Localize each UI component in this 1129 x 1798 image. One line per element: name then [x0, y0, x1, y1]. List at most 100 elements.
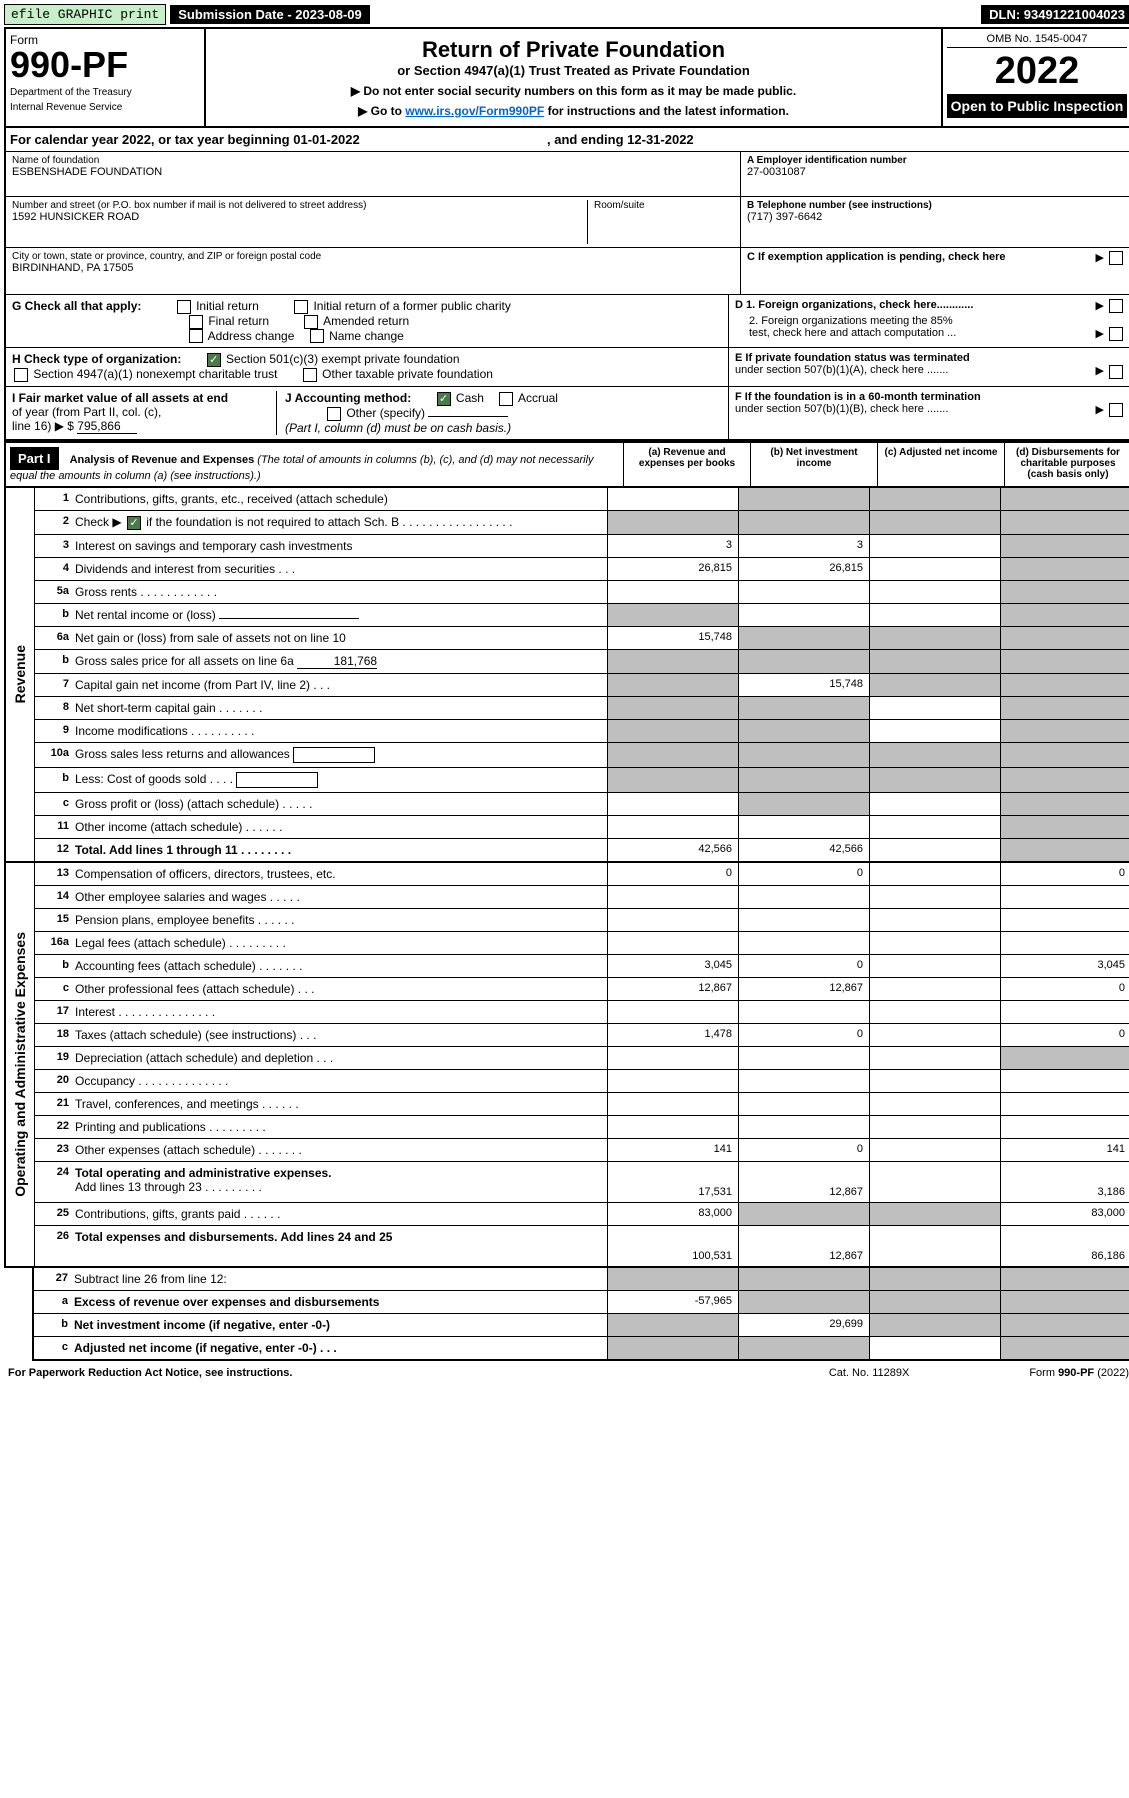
row-desc: Income modifications . . . . . . . . . . — [71, 720, 607, 742]
row-desc: Pension plans, employee benefits . . . .… — [71, 909, 607, 931]
e-checkbox[interactable] — [1109, 365, 1123, 379]
dln: DLN: 93491221004023 — [981, 5, 1129, 24]
row-desc: Adjusted net income (if negative, enter … — [70, 1337, 607, 1359]
schb-checkbox[interactable] — [127, 516, 141, 530]
row-desc: Interest on savings and temporary cash i… — [71, 535, 607, 557]
row-2: 2Check ▶ if the foundation is not requir… — [35, 511, 1129, 535]
info-block: Name of foundation ESBENSHADE FOUNDATION… — [4, 152, 1129, 295]
address-label: Number and street (or P.O. box number if… — [12, 200, 587, 211]
exemption-checkbox[interactable] — [1109, 251, 1123, 265]
tax-year: 2022 — [947, 52, 1127, 90]
d1-checkbox[interactable] — [1109, 299, 1123, 313]
row-7: 7Capital gain net income (from Part IV, … — [35, 674, 1129, 697]
h-4947-cb[interactable] — [14, 368, 28, 382]
row-desc: Interest . . . . . . . . . . . . . . . — [71, 1001, 607, 1023]
row-num: 15 — [35, 909, 71, 931]
cal-pre: For calendar year 2022, or tax year begi… — [10, 132, 293, 147]
row-desc: Legal fees (attach schedule) . . . . . .… — [71, 932, 607, 954]
row-num: 5a — [35, 581, 71, 603]
row-16c: cOther professional fees (attach schedul… — [35, 978, 1129, 1001]
row-num: b — [35, 650, 71, 673]
expenses-sidelabel: Operating and Administrative Expenses — [12, 932, 28, 1197]
row-19: 19Depreciation (attach schedule) and dep… — [35, 1047, 1129, 1070]
form-title: Return of Private Foundation — [214, 37, 933, 63]
row-27: 27Subtract line 26 from line 12: — [34, 1268, 1129, 1291]
j-accrual-cb[interactable] — [499, 392, 513, 406]
h-501c3: Section 501(c)(3) exempt private foundat… — [226, 352, 459, 366]
h-501c3-cb[interactable] — [207, 353, 221, 367]
row-num: 1 — [35, 488, 71, 510]
row-desc: Gross sales less returns and allowances — [71, 743, 607, 767]
foundation-name-label: Name of foundation — [12, 155, 734, 166]
row-num: a — [34, 1291, 70, 1313]
address: 1592 HUNSICKER ROAD — [12, 211, 587, 223]
cell: 29,699 — [738, 1314, 869, 1336]
g-address-change: Address change — [208, 329, 295, 343]
cal-begin: 01-01-2022 — [293, 132, 360, 147]
cell: 12,867 — [738, 978, 869, 1000]
g-address-change-cb[interactable] — [189, 329, 203, 343]
g-name-change-cb[interactable] — [310, 329, 324, 343]
row-16b: bAccounting fees (attach schedule) . . .… — [35, 955, 1129, 978]
row-desc: Contributions, gifts, grants paid . . . … — [71, 1203, 607, 1225]
row-num: 11 — [35, 816, 71, 838]
d2-checkbox[interactable] — [1109, 327, 1123, 341]
cell: 12,867 — [738, 1226, 869, 1266]
row-desc: Other employee salaries and wages . . . … — [71, 886, 607, 908]
g-initial-return-cb[interactable] — [177, 300, 191, 314]
g-final-return-cb[interactable] — [189, 315, 203, 329]
row-desc: Accounting fees (attach schedule) . . . … — [71, 955, 607, 977]
calendar-year-row: For calendar year 2022, or tax year begi… — [4, 128, 1129, 152]
row-num: c — [35, 978, 71, 1000]
row-num: 9 — [35, 720, 71, 742]
cell: 26,815 — [607, 558, 738, 580]
cell: 12,867 — [738, 1162, 869, 1202]
cell: 17,531 — [607, 1162, 738, 1202]
j-cash-cb[interactable] — [437, 392, 451, 406]
footer-left: For Paperwork Reduction Act Notice, see … — [8, 1367, 292, 1379]
cell: 26,815 — [738, 558, 869, 580]
row-12: 12Total. Add lines 1 through 11 . . . . … — [35, 839, 1129, 861]
foundation-name: ESBENSHADE FOUNDATION — [12, 166, 734, 178]
row-16a: 16aLegal fees (attach schedule) . . . . … — [35, 932, 1129, 955]
f1-label: F If the foundation is in a 60-month ter… — [735, 391, 981, 403]
row-8: 8Net short-term capital gain . . . . . .… — [35, 697, 1129, 720]
row-desc: Net gain or (loss) from sale of assets n… — [71, 627, 607, 649]
efile-badge: efile GRAPHIC print — [4, 4, 166, 25]
col-d-header: (d) Disbursements for charitable purpose… — [1004, 443, 1129, 486]
row-desc: Net investment income (if negative, ente… — [70, 1314, 607, 1336]
irs-link[interactable]: www.irs.gov/Form990PF — [405, 104, 544, 118]
row-desc: Gross sales price for all assets on line… — [71, 650, 607, 673]
cell: 0 — [738, 863, 869, 885]
g-initial-former-cb[interactable] — [294, 300, 308, 314]
row-num: c — [34, 1337, 70, 1359]
ein-label: A Employer identification number — [747, 155, 1125, 166]
row-desc: Taxes (attach schedule) (see instruction… — [71, 1024, 607, 1046]
j-cash: Cash — [456, 391, 484, 405]
row-num: 3 — [35, 535, 71, 557]
row-num: 6a — [35, 627, 71, 649]
row-desc: Other professional fees (attach schedule… — [71, 978, 607, 1000]
g-amended: Amended return — [323, 314, 409, 328]
row-desc: Subtract line 26 from line 12: — [70, 1268, 607, 1290]
g-initial-former: Initial return of a former public charit… — [313, 299, 510, 313]
row-desc: Contributions, gifts, grants, etc., rece… — [71, 488, 607, 510]
row-desc: Depreciation (attach schedule) and deple… — [71, 1047, 607, 1069]
h-other-taxable-cb[interactable] — [303, 368, 317, 382]
g-amended-cb[interactable] — [304, 315, 318, 329]
row-num: 20 — [35, 1070, 71, 1092]
part1-header: Part I Analysis of Revenue and Expenses … — [4, 441, 1129, 488]
g-label: G Check all that apply: — [12, 299, 141, 313]
cell: 141 — [1000, 1139, 1129, 1161]
row-desc: Total expenses and disbursements. Add li… — [71, 1226, 607, 1266]
row-num: 2 — [35, 511, 71, 534]
f-checkbox[interactable] — [1109, 403, 1123, 417]
j-other-cb[interactable] — [327, 407, 341, 421]
row-desc: Printing and publications . . . . . . . … — [71, 1116, 607, 1138]
row-9: 9Income modifications . . . . . . . . . … — [35, 720, 1129, 743]
col-a-header: (a) Revenue and expenses per books — [623, 443, 750, 486]
h-label: H Check type of organization: — [12, 352, 181, 366]
row-num: 14 — [35, 886, 71, 908]
j-other: Other (specify) — [346, 406, 425, 420]
row-6b: bGross sales price for all assets on lin… — [35, 650, 1129, 674]
